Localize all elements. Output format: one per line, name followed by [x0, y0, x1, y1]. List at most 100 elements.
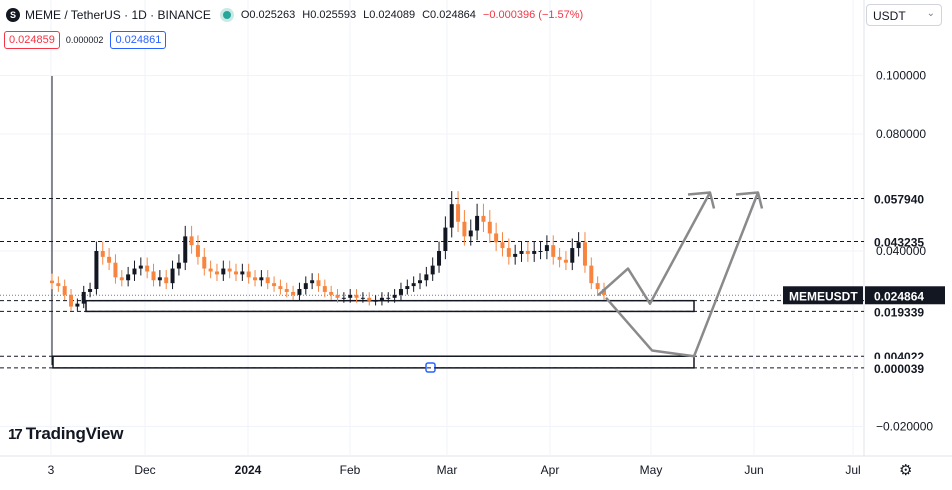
level-label-bg	[865, 189, 941, 208]
currency-select[interactable]: USDT ⌄	[866, 4, 942, 26]
ohlc-close: C0.024864	[422, 9, 476, 21]
candle-body	[119, 277, 124, 281]
symbol-logo-icon: S	[6, 8, 20, 22]
candle-body	[589, 265, 594, 284]
candle-body	[341, 297, 346, 299]
candle-body	[221, 268, 226, 275]
candle-body	[487, 221, 492, 234]
candle-body	[100, 251, 105, 257]
candle-body	[240, 271, 245, 275]
time-tick-label: Mar	[437, 463, 458, 477]
time-tick-label: Feb	[340, 463, 361, 477]
support-zone	[85, 299, 695, 313]
projection-path	[597, 191, 712, 305]
trade-buttons: 0.024859 0.000002 0.024861	[4, 31, 167, 49]
candle-body	[303, 283, 308, 290]
candle-body	[81, 291, 86, 304]
candle-body	[405, 286, 410, 290]
candle-body	[265, 277, 270, 284]
symbol-legend: S MEME / TetherUS · 1D · BINANCE O0.0252…	[6, 5, 583, 25]
candle-body	[525, 251, 530, 254]
candle-body	[189, 236, 194, 246]
candle-body	[551, 245, 556, 257]
candle-body	[544, 245, 549, 251]
candle-body	[329, 291, 334, 295]
candle-body	[94, 251, 99, 290]
horizontal-levels: 0.0579400.0432350.0230160.0193390.004022…	[0, 189, 945, 377]
candle-body	[88, 289, 93, 292]
candle-body	[557, 256, 562, 260]
candle-body	[151, 271, 156, 281]
tradingview-logo[interactable]: 17 TradingView	[8, 424, 124, 444]
candle-body	[443, 227, 448, 251]
candle-body	[449, 204, 454, 228]
gear-icon[interactable]: ⚙	[899, 462, 913, 479]
candlestick-series	[50, 76, 606, 366]
candle-body	[411, 283, 416, 287]
candle-body	[602, 289, 606, 295]
arrow-head-icon	[735, 191, 764, 209]
time-axis[interactable]: 3 Dec 2024 Feb Mar Apr May Jun Jul	[48, 463, 861, 477]
candle-body	[157, 277, 162, 281]
candle-body	[246, 271, 251, 278]
candle-body	[69, 294, 74, 307]
candle-body	[56, 283, 61, 287]
level-label: 0.043235	[874, 236, 924, 250]
candle-body	[570, 248, 575, 263]
candle-body	[75, 303, 80, 307]
price-tick-label: 0.040000	[876, 244, 926, 258]
last-price-label-bg	[865, 286, 945, 305]
chart-grid	[0, 0, 952, 457]
candle-body	[519, 251, 524, 254]
symbol-title[interactable]: MEME / TetherUS · 1D · BINANCE	[25, 8, 211, 22]
time-tick-label: May	[640, 463, 663, 477]
candle-body	[113, 262, 118, 278]
candle-body	[214, 271, 219, 275]
candle-body	[145, 265, 150, 272]
candle-body	[373, 300, 378, 302]
candle-body	[107, 256, 112, 263]
candle-body	[62, 286, 67, 295]
time-tick-label: Jun	[744, 463, 763, 477]
buy-price-button[interactable]: 0.024861	[110, 31, 167, 49]
candle-body	[322, 286, 327, 292]
candle-body	[576, 242, 581, 249]
level-label: 0.000039	[874, 362, 924, 376]
sell-price-button[interactable]: 0.024859	[4, 31, 60, 49]
candle-body	[468, 230, 473, 237]
price-tick-label: −0.020000	[876, 420, 933, 434]
time-tick-label: 2024	[235, 463, 262, 477]
ohlc-high: H0.025593	[302, 9, 357, 21]
candle-body	[595, 283, 600, 290]
time-tick-label: Apr	[541, 463, 560, 477]
candle-body	[430, 265, 435, 275]
level-label-bg	[865, 358, 941, 377]
candle-body	[506, 248, 511, 257]
candle-body	[494, 233, 499, 243]
candle-body	[475, 215, 480, 231]
candle-body	[481, 215, 486, 222]
candle-body	[278, 286, 283, 290]
candle-body	[170, 268, 175, 284]
tradingview-wordmark: TradingView	[25, 424, 124, 443]
candle-body	[272, 283, 277, 287]
price-change: −0.000396 (−1.57%)	[482, 9, 584, 21]
candle-body	[208, 268, 213, 272]
candle-body	[291, 291, 296, 295]
projection-arrows	[597, 191, 764, 358]
candle-body	[392, 294, 397, 298]
price-tick-label: 0.100000	[876, 69, 926, 83]
tradingview-mark-icon: 17	[8, 425, 23, 443]
arrow-head-icon	[687, 191, 716, 209]
candle-body	[316, 280, 321, 287]
time-tick-label: 3	[48, 463, 55, 477]
candle-body	[538, 251, 543, 252]
price-axis[interactable]: 0.100000 0.080000 0.040000 −0.020000	[876, 69, 933, 434]
chevron-down-icon: ⌄	[926, 8, 935, 19]
candle-body	[462, 221, 467, 237]
candle-body	[335, 294, 340, 298]
time-tick-label: Jul	[845, 463, 860, 477]
candle-body	[126, 274, 131, 281]
level-label-bg	[865, 302, 941, 321]
